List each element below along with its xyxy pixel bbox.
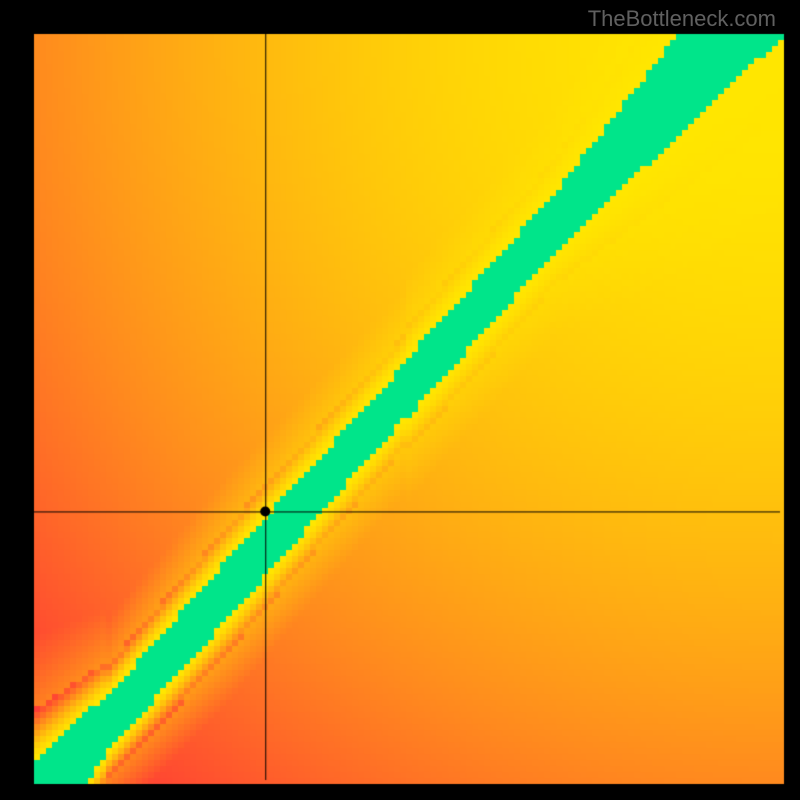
watermark-text: TheBottleneck.com xyxy=(588,6,776,32)
heatmap-canvas xyxy=(0,0,800,800)
chart-container: TheBottleneck.com xyxy=(0,0,800,800)
